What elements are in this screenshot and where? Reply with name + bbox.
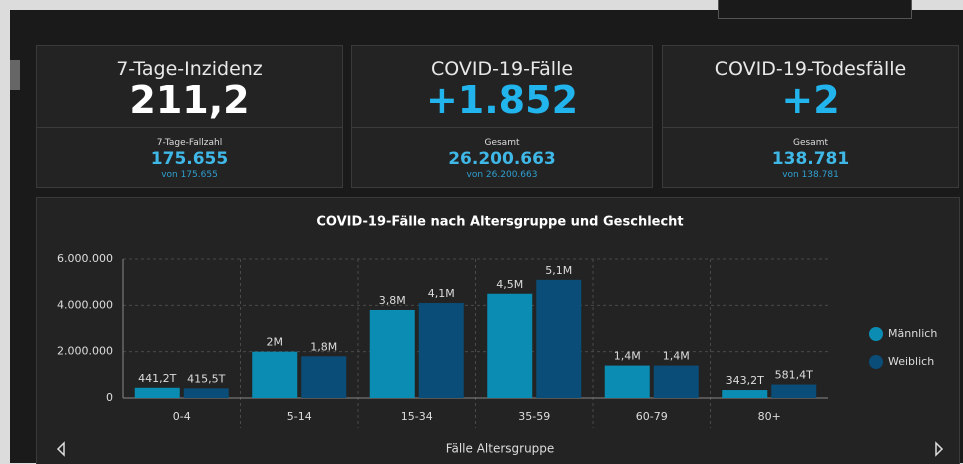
legend-label: Weiblich <box>888 355 934 368</box>
bar <box>536 279 582 398</box>
next-arrow[interactable] <box>935 441 944 457</box>
y-tick-label: 4.000.000 <box>57 298 113 311</box>
card-value: +1.852 <box>425 78 579 122</box>
card-sub-value: 175.655 <box>150 149 229 169</box>
x-tick-label: 60-79 <box>636 410 668 423</box>
divider <box>663 127 958 128</box>
value-label: 581,4T <box>775 369 813 382</box>
card-sub-label: 7-Tage-Fallzahl <box>156 138 223 148</box>
value-label: 441,2T <box>138 372 176 385</box>
legend-label: Männlich <box>888 327 937 340</box>
card-value: +2 <box>781 78 840 122</box>
chart-title: COVID-19-Fälle nach Altersgruppe und Ges… <box>316 215 683 230</box>
scrollbar[interactable] <box>10 60 20 90</box>
value-label: 415,5T <box>187 372 225 385</box>
y-tick-label: 0 <box>106 391 113 404</box>
card-title: 7-Tage-Inzidenz <box>116 58 263 80</box>
value-label: 1,4M <box>614 350 641 363</box>
bar <box>369 309 415 398</box>
value-label: 2M <box>267 336 284 349</box>
value-label: 3,8M <box>379 294 406 307</box>
card-sub-label: Gesamt <box>484 138 520 148</box>
bar <box>771 384 817 398</box>
prev-arrow[interactable] <box>56 441 65 457</box>
search-box[interactable] <box>718 0 912 19</box>
bar <box>301 356 347 398</box>
bar <box>604 365 650 398</box>
bar <box>653 365 699 398</box>
divider <box>37 127 342 128</box>
card-sub-value: 138.781 <box>771 149 850 169</box>
x-axis-title: Fälle Altersgruppe <box>446 442 555 456</box>
y-tick-label: 6.000.000 <box>57 252 113 265</box>
card-title: COVID-19-Todesfälle <box>714 58 907 80</box>
card-sub-note: von 138.781 <box>782 170 839 180</box>
x-tick-label: 0-4 <box>173 410 191 423</box>
card-sub-value: 26.200.663 <box>448 149 556 169</box>
bar <box>722 390 768 398</box>
x-tick-label: 80+ <box>758 410 781 423</box>
value-label: 5,1M <box>545 264 572 277</box>
x-tick-label: 35-59 <box>518 410 550 423</box>
value-label: 1,8M <box>310 340 337 353</box>
bar <box>252 351 298 398</box>
card-title: COVID-19-Fälle <box>430 58 574 80</box>
card: COVID-19-Todesfälle +2 Gesamt 138.781 vo… <box>662 45 959 188</box>
y-tick-label: 2.000.000 <box>57 345 113 358</box>
value-label: 4,1M <box>428 287 455 300</box>
card-sub-label: Gesamt <box>792 138 828 148</box>
value-label: 343,2T <box>726 374 764 387</box>
legend-swatch <box>869 355 883 369</box>
value-label: 1,4M <box>663 350 690 363</box>
bar <box>487 293 533 398</box>
bar <box>134 387 180 398</box>
card: COVID-19-Fälle +1.852 Gesamt 26.200.663 … <box>351 45 653 188</box>
bar <box>418 303 464 398</box>
card-sub-note: von 26.200.663 <box>466 170 538 180</box>
divider <box>352 127 652 128</box>
bar <box>183 388 229 398</box>
legend-swatch <box>869 327 883 341</box>
card-sub-note: von 175.655 <box>161 170 218 180</box>
x-tick-label: 15-34 <box>401 410 433 423</box>
card-value: 211,2 <box>129 78 250 122</box>
card: 7-Tage-Inzidenz 211,2 7-Tage-Fallzahl 17… <box>36 45 343 188</box>
x-tick-label: 5-14 <box>287 410 312 423</box>
value-label: 4,5M <box>496 278 523 291</box>
